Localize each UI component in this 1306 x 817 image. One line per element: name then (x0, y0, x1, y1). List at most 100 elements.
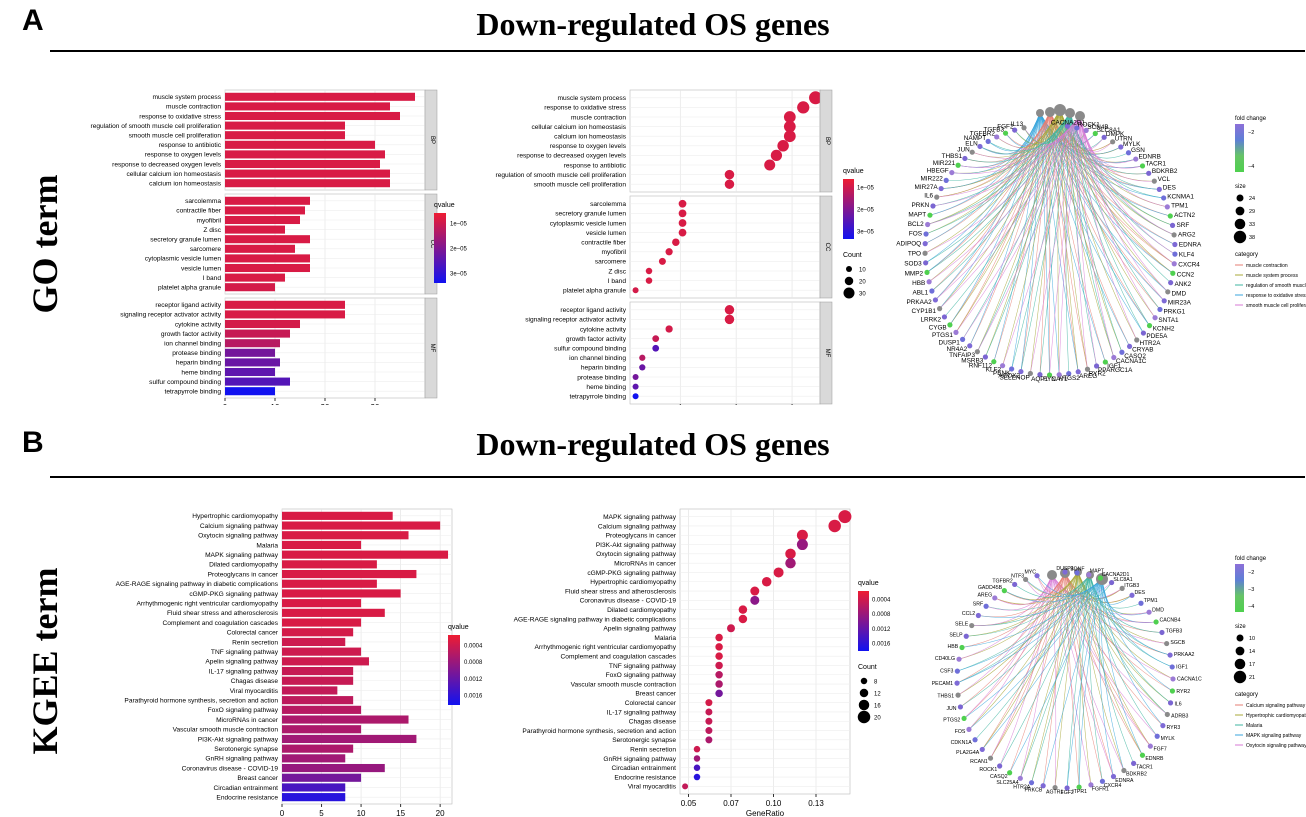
gene-node (1156, 186, 1162, 192)
legend-label: response to oxidative stress (1246, 293, 1306, 299)
gene-node (999, 363, 1006, 369)
gene-label: ABL1 (912, 290, 928, 297)
bar (282, 763, 385, 773)
legend-label: MAPK signaling pathway (1246, 733, 1302, 739)
category-label: Malaria (256, 542, 278, 549)
legend-label: Oxytocin signaling pathway (1246, 743, 1306, 749)
gene-label: PRKAA2 (907, 299, 933, 306)
gene-label: TACR1 (1145, 160, 1166, 167)
gene-node (991, 359, 997, 365)
bar (282, 579, 377, 588)
bar (225, 159, 380, 169)
gene-node (1169, 688, 1176, 694)
network-edge (956, 578, 1103, 684)
network-edge (957, 578, 1103, 672)
gene-node (922, 240, 928, 247)
gene-node (1118, 144, 1124, 150)
gene-label: MAPT (908, 211, 926, 218)
network-edge (1098, 578, 1114, 777)
gene-label: VCL (1158, 176, 1171, 183)
network-edge (1005, 111, 1051, 147)
bar (225, 310, 345, 319)
gene-node (1172, 251, 1178, 257)
category-label: GnRH signaling pathway (603, 756, 676, 763)
network-edge (927, 112, 1071, 225)
gene-node (955, 162, 961, 168)
network-edge (1069, 112, 1123, 353)
bar (282, 783, 346, 792)
category-label: ion channel binding (164, 341, 221, 348)
network-edge (987, 112, 1071, 152)
network-edge (1069, 112, 1115, 358)
bar (225, 367, 275, 377)
category-label: response to oxygen levels (145, 152, 222, 159)
dot (715, 661, 723, 670)
dot (783, 130, 796, 143)
gene-node (992, 595, 998, 601)
network-edge (1076, 115, 1088, 370)
dot (724, 169, 735, 180)
gene-label: MIR221 (933, 160, 956, 167)
bar (225, 329, 290, 338)
gene-label: DUSP1 (1056, 566, 1073, 572)
legend-title: fold change (1235, 116, 1267, 122)
x-tick-label: 5 (319, 809, 324, 817)
gene-label: IL6 (1174, 702, 1181, 708)
gene-label: MSRB3 (961, 358, 983, 365)
dot (796, 529, 808, 541)
gene-node (997, 763, 1003, 769)
category-label: Proteoglycans in cancer (208, 571, 279, 578)
dot (783, 120, 796, 133)
category-label: sarcomere (190, 246, 221, 253)
legend-label: Malaria (1246, 723, 1263, 729)
network-edge (949, 109, 1061, 326)
dot (715, 680, 723, 688)
gene-label: DMPK (1106, 131, 1125, 138)
network-edge (1051, 574, 1151, 747)
gene-node (963, 633, 969, 639)
gene-node (1086, 572, 1092, 578)
gene-label: FGFR1 (1092, 787, 1109, 793)
panel-a-label: A (22, 4, 44, 37)
dot (639, 364, 646, 371)
network-edge (1023, 109, 1061, 143)
gene-node (977, 143, 983, 150)
category-label: vesicle lumen (181, 265, 221, 272)
legend-label: muscle system process (1246, 273, 1298, 279)
gene-label: RYR3 (1167, 725, 1181, 731)
gene-label: DMD (1152, 608, 1164, 614)
gene-node (1171, 261, 1177, 267)
dot (724, 179, 735, 189)
bar (282, 666, 354, 676)
network-edge (1036, 574, 1053, 594)
gene-node (1037, 371, 1043, 378)
gene-label: EDNRA (1179, 242, 1202, 249)
gene-node (954, 680, 960, 686)
gene-node (1012, 127, 1018, 133)
network-edge (996, 115, 1081, 150)
bar (225, 131, 345, 140)
gene-node (924, 269, 930, 275)
network-edge (960, 574, 1091, 708)
gene-node (1147, 743, 1153, 749)
category-label: cellular calcium ion homeostasis (531, 124, 626, 131)
gene-node (1139, 163, 1146, 169)
x-tick-label: 10 (271, 403, 280, 405)
category-label: AGE-RAGE signaling pathway in diabetic c… (514, 616, 677, 623)
legend-colorbar (448, 635, 460, 705)
gene-label: CRYAB (1132, 347, 1153, 354)
network-edge (941, 112, 1041, 189)
network-edge (999, 574, 1053, 767)
network-edge (1025, 574, 1053, 596)
category-label: I band (608, 278, 627, 285)
gene-label: DES (1163, 185, 1176, 192)
legend-colorbar (1235, 124, 1244, 172)
category-label: TNF signaling pathway (609, 663, 677, 670)
category-label: response to decreased oxygen levels (112, 161, 222, 168)
gene-label: MYLK (1123, 141, 1141, 148)
dot (785, 548, 796, 560)
legend-tick-label: −4 (1248, 164, 1254, 170)
dot (693, 773, 701, 781)
dot (777, 140, 789, 152)
network-edge (1079, 115, 1175, 236)
